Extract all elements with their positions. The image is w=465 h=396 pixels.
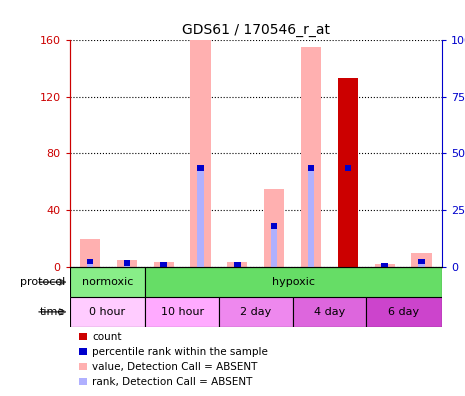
Bar [301,47,321,267]
Bar [70,297,145,327]
Bar [153,262,174,267]
Bar [86,259,93,265]
Text: hypoxic: hypoxic [272,277,315,287]
Bar [271,223,278,229]
Text: percentile rank within the sample: percentile rank within the sample [92,346,268,357]
Bar [381,265,388,267]
Bar [366,297,442,327]
Bar [308,165,314,171]
Bar [190,40,211,267]
Bar [86,260,93,267]
Bar [124,260,130,266]
Bar [264,189,284,267]
Bar [418,259,425,265]
Bar [219,297,292,327]
Text: count: count [92,331,121,342]
Bar [412,253,432,267]
Text: time: time [40,307,65,317]
Text: 0 hour: 0 hour [89,307,126,317]
Bar [338,78,358,267]
Bar [145,297,219,327]
Text: rank, Detection Call = ABSENT: rank, Detection Call = ABSENT [92,377,252,387]
Bar [145,267,442,297]
Text: protocol: protocol [20,277,65,287]
Bar [292,297,366,327]
Bar [117,260,137,267]
Bar [308,165,314,267]
Bar [381,263,388,269]
Bar [418,260,425,267]
Text: 10 hour: 10 hour [160,307,204,317]
Bar [80,239,100,267]
Bar [227,262,247,267]
Bar [234,263,241,267]
Bar [197,165,204,171]
Bar [271,223,278,267]
Text: 4 day: 4 day [314,307,345,317]
Bar [160,263,167,267]
Text: normoxic: normoxic [82,277,133,287]
Bar [197,168,204,267]
Text: 2 day: 2 day [240,307,272,317]
Title: GDS61 / 170546_r_at: GDS61 / 170546_r_at [182,23,330,37]
Bar [345,165,351,171]
Bar [124,263,130,267]
Text: value, Detection Call = ABSENT: value, Detection Call = ABSENT [92,362,258,372]
Bar [234,262,241,267]
Bar [160,262,167,267]
Bar [374,265,395,267]
Bar [70,267,145,297]
Text: 6 day: 6 day [388,307,419,317]
